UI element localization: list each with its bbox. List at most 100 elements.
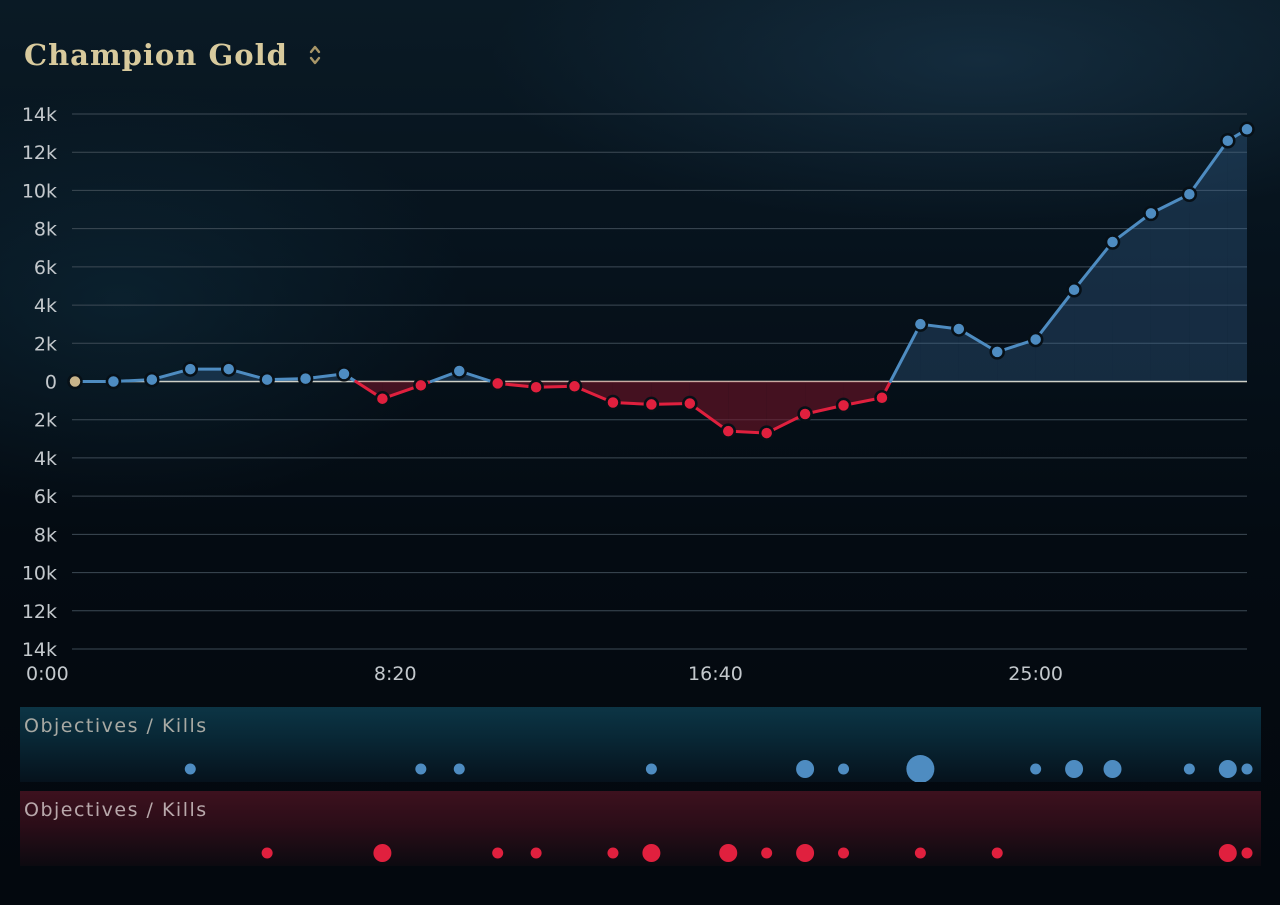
y-tick-label: 8k — [34, 524, 57, 546]
blue-objective-event — [1241, 763, 1253, 775]
y-axis-tick-labels: 14k 12k 10k 8k 6k 4k 2k 0 2k 4k 6k 8k 10k 12k 14k — [22, 104, 57, 661]
red-lead-area — [805, 381, 844, 414]
y-tick-label: 8k — [34, 219, 57, 241]
blue-lead-point — [259, 371, 275, 388]
blue-lead-area — [1112, 213, 1151, 382]
blue-objective-event — [906, 755, 935, 782]
page-title: Champion Gold — [24, 38, 288, 72]
blue-lead-point — [105, 373, 122, 390]
blue-objectives-label: Objectives / Kills — [24, 715, 208, 737]
blue-lead-area — [1035, 289, 1075, 382]
blue-objective-event — [1183, 763, 1195, 775]
red-lead-area — [728, 381, 767, 434]
blue-objectives-panel: Objectives / Kills — [20, 707, 1261, 782]
red-lead-area — [651, 381, 690, 405]
blue-line-segment — [1072, 240, 1115, 292]
blue-objective-event — [838, 763, 850, 775]
title-row: Champion Gold — [24, 38, 322, 72]
blue-lead-area — [1189, 140, 1228, 382]
red-objective-event — [991, 847, 1003, 859]
red-lead-area — [766, 381, 806, 434]
blue-lead-point — [951, 321, 967, 337]
blue-lead-point — [912, 316, 929, 332]
y-tick-label: 2k — [34, 333, 57, 355]
red-objective-event — [838, 847, 850, 859]
blue-lead-point — [144, 371, 160, 388]
blue-lead-point — [1181, 186, 1198, 202]
red-objective-event — [492, 847, 504, 859]
blue-lead-point — [1143, 205, 1159, 222]
blue-line-segment — [1034, 288, 1076, 341]
blue-objective-event — [645, 763, 657, 775]
y-tick-label: 6k — [34, 257, 57, 279]
x-tick-label: 16:40 — [688, 663, 743, 685]
red-objectives-label: Objectives / Kills — [24, 799, 208, 821]
gold-data-points — [67, 121, 1255, 441]
blue-objective-event — [415, 763, 427, 775]
blue-lead-area — [190, 369, 229, 382]
red-lead-point — [413, 377, 429, 394]
gold-difference-chart: 14k 12k 10k 8k 6k 4k 2k 0 2k 4k 6k 8k 10k 12k 14k 0:00… — [22, 104, 1255, 685]
red-objective-events — [261, 844, 1253, 862]
red-lead-point — [682, 395, 698, 412]
blue-lead-point — [336, 366, 352, 382]
red-lead-point — [720, 423, 736, 439]
red-objective-event — [373, 844, 392, 862]
x-tick-label: 25:00 — [1008, 663, 1063, 685]
blue-line-segment — [888, 322, 922, 383]
blue-objective-event — [1065, 760, 1084, 778]
red-objective-event — [530, 847, 542, 859]
red-objective-event — [796, 844, 815, 862]
x-tick-label: 0:00 — [26, 663, 69, 685]
y-tick-label: 12k — [22, 601, 57, 623]
red-objective-event — [761, 847, 773, 859]
y-tick-label: 4k — [34, 448, 57, 470]
red-objective-event — [261, 847, 273, 859]
red-lead-point — [835, 397, 852, 414]
blue-lead-point — [1239, 121, 1255, 138]
red-objective-event — [719, 844, 738, 862]
start-point — [67, 373, 83, 390]
x-tick-label: 8:20 — [374, 663, 417, 685]
blue-line-segment — [1111, 211, 1153, 244]
blue-objective-event — [1030, 763, 1042, 775]
red-lead-point — [374, 390, 391, 407]
blue-lead-point — [297, 370, 314, 387]
blue-objective-event — [184, 763, 196, 775]
blue-objective-event — [1218, 760, 1237, 778]
blue-lead-point — [1104, 234, 1121, 250]
blue-objective-event — [1103, 760, 1122, 778]
red-objective-event — [1241, 847, 1253, 859]
blue-lead-point — [1066, 282, 1082, 298]
y-tick-label: 0 — [45, 372, 57, 394]
blue-lead-point — [220, 361, 237, 377]
y-tick-label: 4k — [34, 295, 57, 317]
blue-lead-point — [1220, 133, 1236, 149]
blue-objective-event — [453, 763, 465, 775]
red-lead-point — [797, 406, 813, 422]
red-line-segment — [688, 401, 730, 433]
gold-area-fill — [113, 129, 1247, 434]
y-tick-label: 10k — [22, 563, 57, 585]
y-tick-label: 2k — [34, 410, 57, 432]
blue-lead-point — [1027, 331, 1044, 348]
y-tick-label: 12k — [22, 142, 57, 164]
chevron-up-down-icon[interactable] — [308, 41, 322, 69]
blue-lead-area — [958, 328, 998, 382]
y-tick-label: 14k — [22, 639, 57, 661]
red-lead-area — [612, 381, 652, 405]
red-lead-point — [566, 378, 583, 395]
blue-lead-point — [989, 344, 1005, 360]
red-objective-event — [1218, 844, 1237, 862]
blue-objective-event — [796, 760, 815, 778]
y-tick-label: 14k — [22, 104, 57, 126]
blue-lead-area — [1074, 242, 1113, 382]
red-lead-point — [605, 394, 621, 411]
blue-lead-point — [451, 363, 468, 379]
red-objectives-panel: Objectives / Kills — [20, 791, 1261, 866]
blue-lead-area — [1150, 194, 1190, 382]
red-lead-area — [689, 381, 729, 432]
red-objective-event — [914, 847, 926, 859]
red-objective-event — [642, 844, 661, 862]
